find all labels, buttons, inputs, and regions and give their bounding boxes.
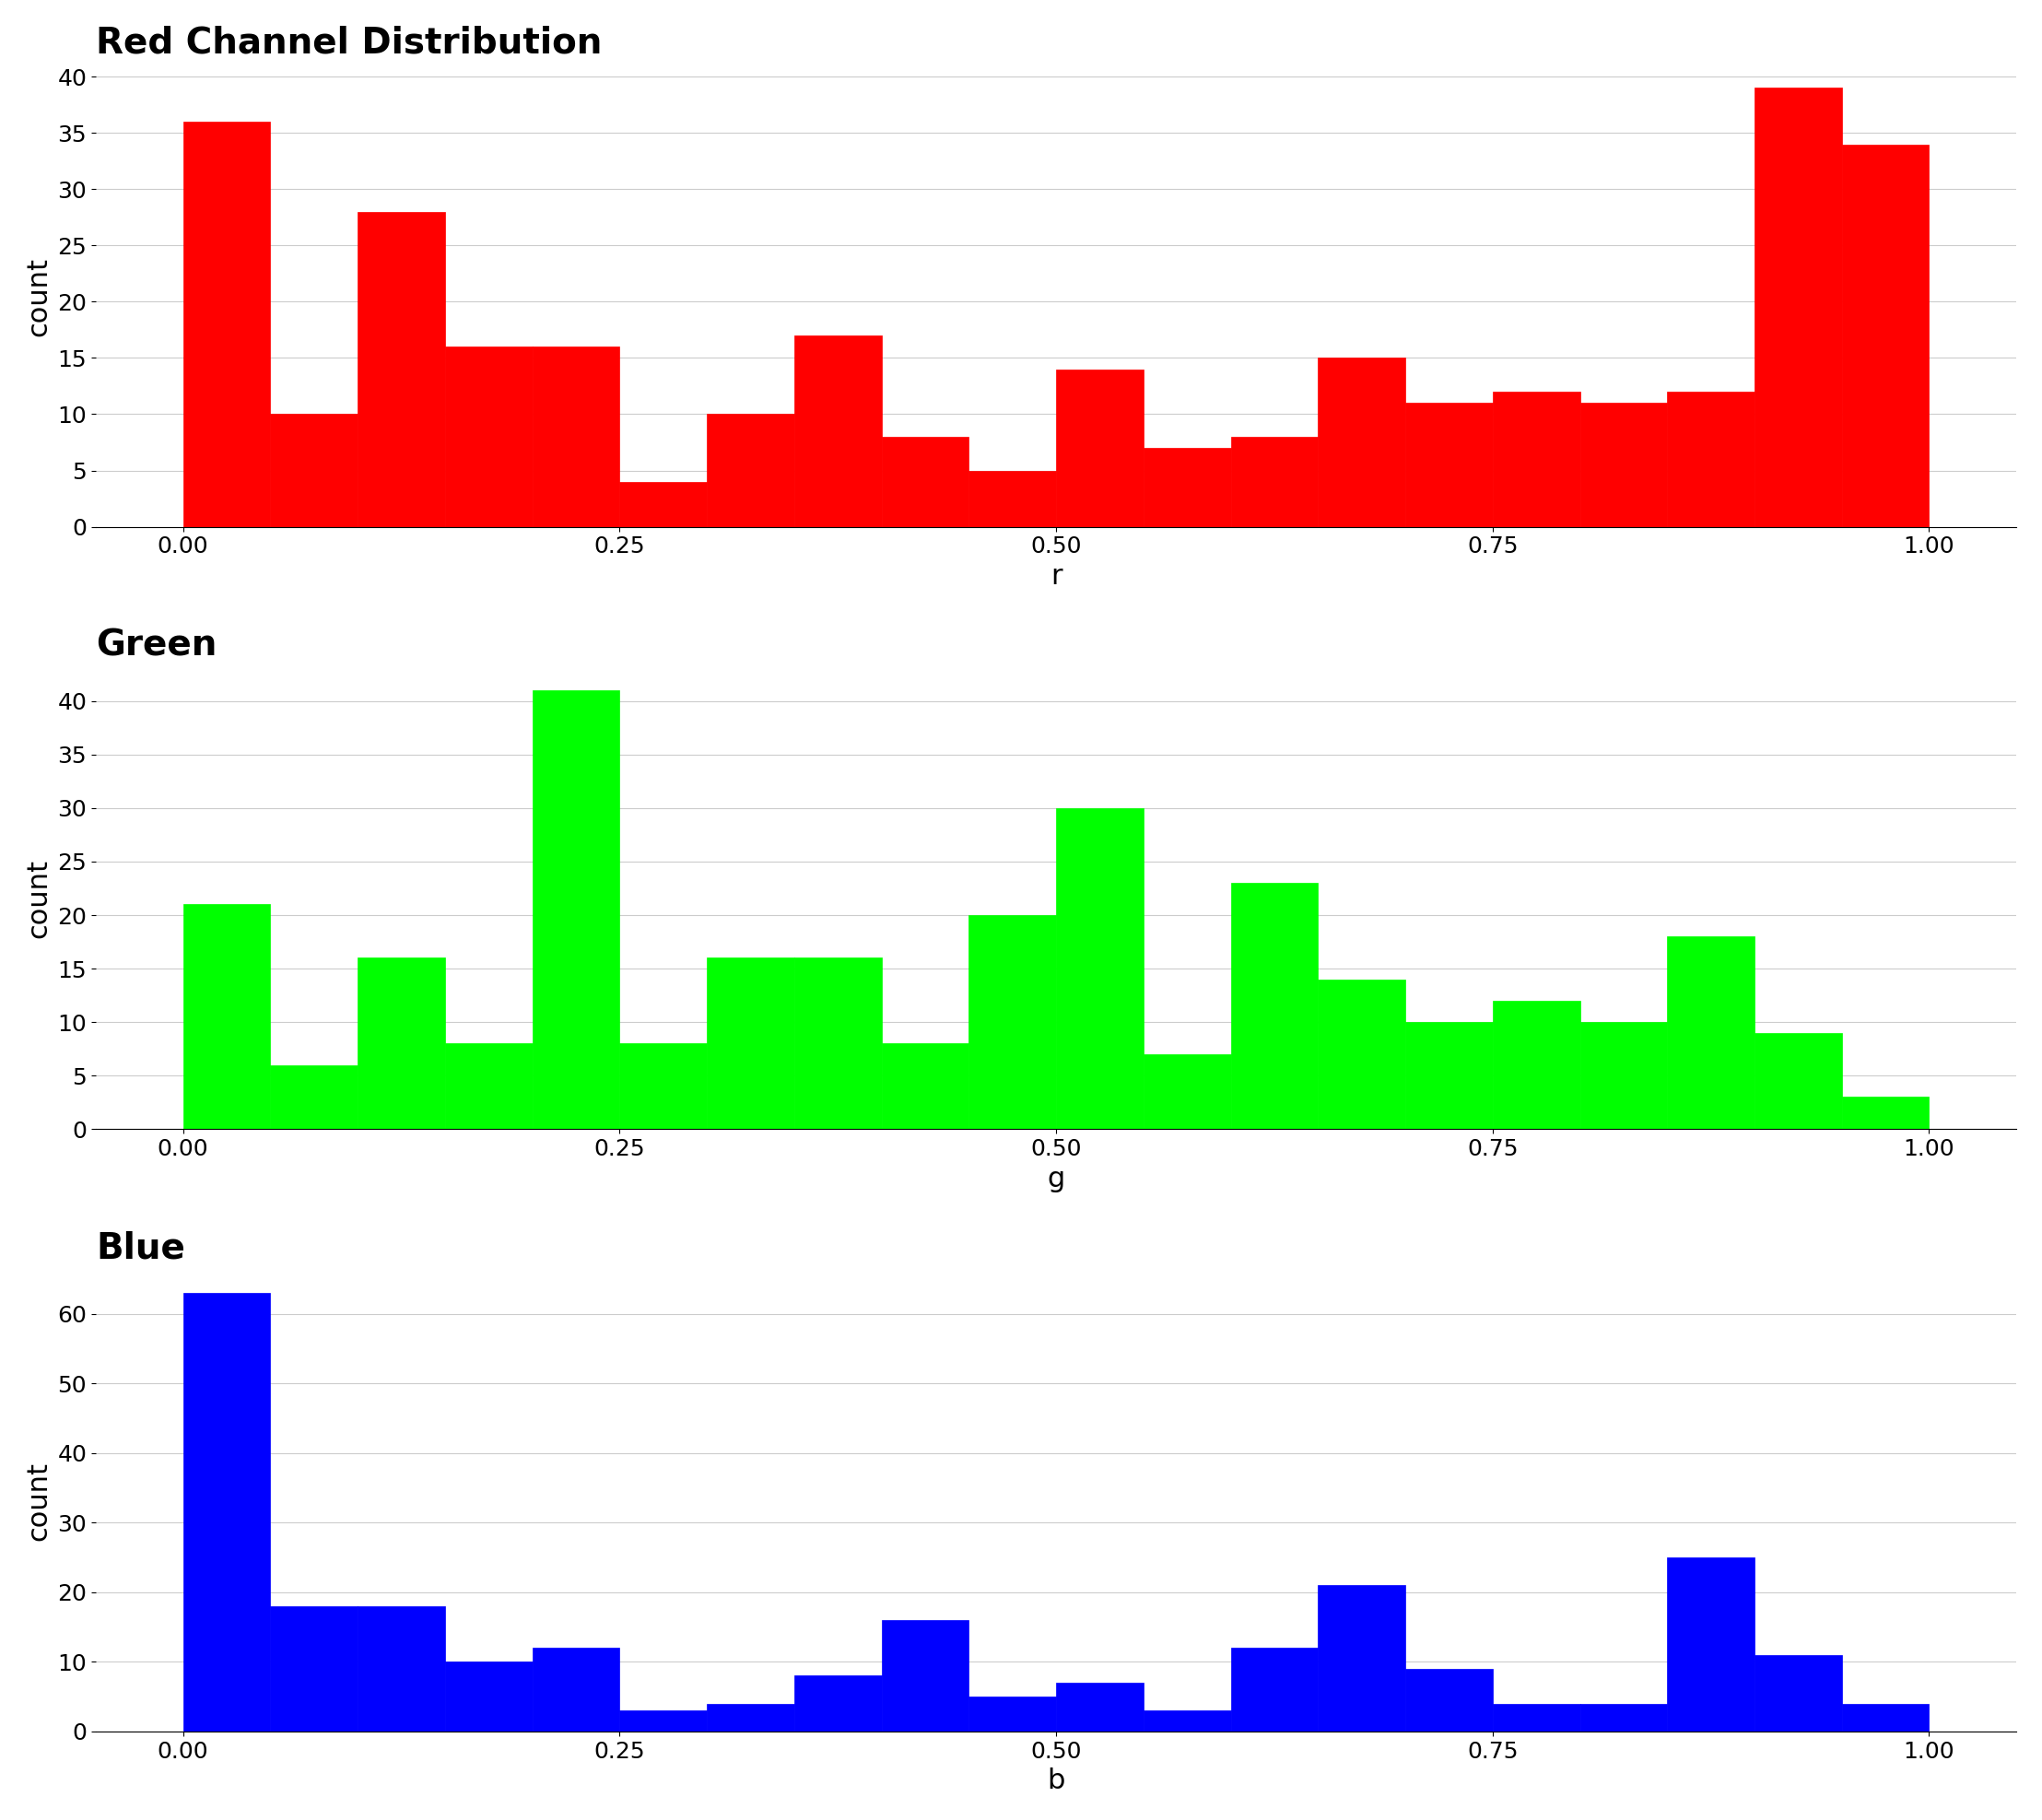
Bar (1317, 1585, 1405, 1731)
Bar (445, 346, 533, 526)
Bar (1056, 808, 1144, 1128)
Bar (794, 335, 882, 526)
Bar (968, 470, 1056, 526)
Bar (184, 122, 270, 526)
Bar (1581, 1023, 1666, 1128)
Bar (1405, 402, 1493, 526)
Bar (1842, 1704, 1930, 1731)
Y-axis label: count: count (27, 1461, 53, 1542)
Bar (1056, 369, 1144, 526)
Y-axis label: count: count (27, 859, 53, 939)
Bar (184, 905, 270, 1128)
Bar (882, 1620, 968, 1731)
Bar (270, 1605, 357, 1731)
Bar (270, 415, 357, 526)
Bar (1581, 1704, 1666, 1731)
Bar (357, 1605, 445, 1731)
Bar (184, 1292, 270, 1731)
Bar (1317, 359, 1405, 526)
Bar (1056, 1684, 1144, 1731)
Bar (882, 1043, 968, 1128)
Bar (707, 415, 794, 526)
Bar (1493, 1704, 1581, 1731)
Text: Red Channel Distribution: Red Channel Distribution (96, 25, 602, 60)
Bar (1666, 937, 1754, 1128)
Bar (1144, 448, 1231, 526)
X-axis label: g: g (1048, 1165, 1066, 1192)
Bar (1754, 1654, 1842, 1731)
Bar (707, 957, 794, 1128)
Bar (270, 1065, 357, 1128)
Bar (794, 957, 882, 1128)
Bar (1144, 1054, 1231, 1128)
Bar (968, 1696, 1056, 1731)
Bar (1842, 144, 1930, 526)
Bar (357, 957, 445, 1128)
Bar (882, 437, 968, 526)
Bar (1405, 1669, 1493, 1731)
Bar (1666, 391, 1754, 526)
Bar (707, 1704, 794, 1731)
Bar (619, 482, 707, 526)
Bar (1231, 1647, 1317, 1731)
Bar (1581, 402, 1666, 526)
Bar (968, 915, 1056, 1128)
X-axis label: r: r (1050, 562, 1062, 590)
Bar (1405, 1023, 1493, 1128)
Bar (533, 690, 619, 1128)
Bar (1493, 1001, 1581, 1128)
Bar (357, 211, 445, 526)
Bar (1144, 1711, 1231, 1731)
Bar (1666, 1558, 1754, 1731)
X-axis label: b: b (1048, 1767, 1066, 1795)
Bar (619, 1711, 707, 1731)
Bar (445, 1662, 533, 1731)
Bar (1842, 1097, 1930, 1128)
Text: Green: Green (96, 628, 216, 662)
Bar (1317, 979, 1405, 1128)
Bar (1231, 437, 1317, 526)
Bar (1493, 391, 1581, 526)
Text: Blue: Blue (96, 1230, 186, 1265)
Bar (445, 1043, 533, 1128)
Bar (1231, 883, 1317, 1128)
Y-axis label: count: count (27, 257, 53, 337)
Bar (619, 1043, 707, 1128)
Bar (533, 1647, 619, 1731)
Bar (533, 346, 619, 526)
Bar (1754, 87, 1842, 526)
Bar (1754, 1032, 1842, 1128)
Bar (794, 1676, 882, 1731)
